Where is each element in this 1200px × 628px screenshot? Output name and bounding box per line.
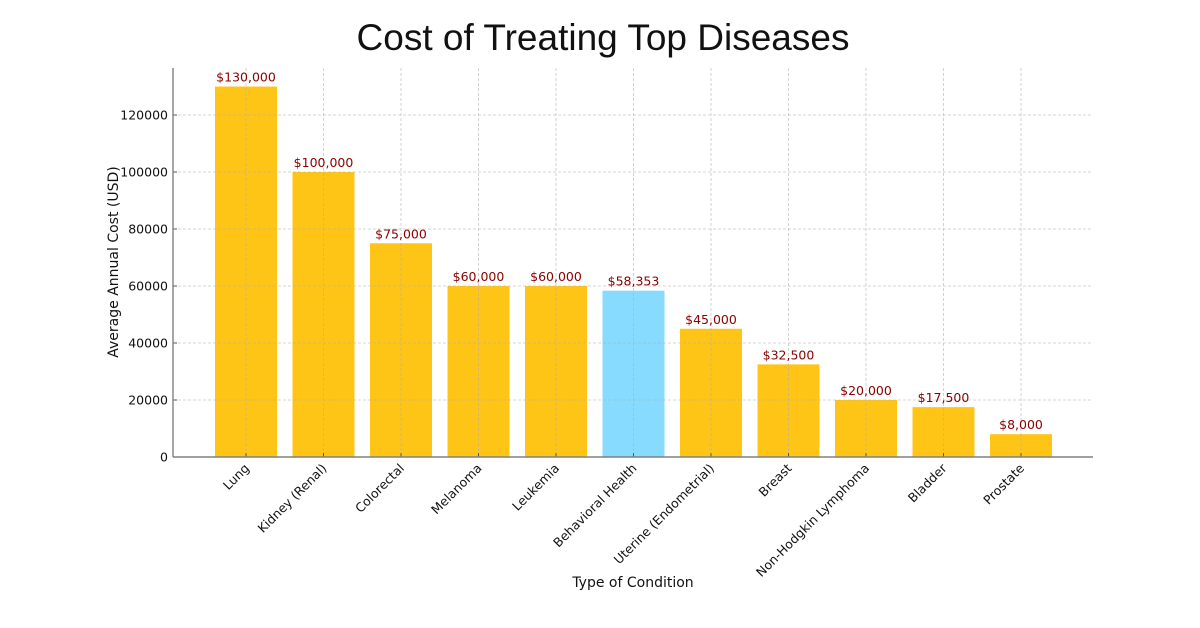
data-label: $58,353 <box>608 274 660 289</box>
x-tick-label: Lung <box>220 461 252 493</box>
y-tick-labels-layer: 0 20000 40000 60000 80000 100000 120000 <box>120 108 168 465</box>
bar-leukemia <box>525 286 587 457</box>
data-label: $60,000 <box>453 269 505 284</box>
x-tick-label: Bladder <box>905 460 950 505</box>
x-axis-label: Type of Condition <box>571 575 693 591</box>
x-tick-labels-layer: Lung Kidney (Renal) Colorectal Melanoma Leuk… <box>220 460 1027 580</box>
data-label: $8,000 <box>999 417 1043 432</box>
x-tick-label: Colorectal <box>352 461 407 516</box>
x-tick-label: Leukemia <box>509 461 562 514</box>
bar-uterine-endometrial <box>680 328 742 457</box>
data-labels-layer: $130,000 $100,000 $75,000 $60,000 $60,000 $58… <box>216 70 1043 433</box>
chart-title: Cost of Treating Top Diseases <box>357 17 850 58</box>
x-tick-label: Behavioral Health <box>550 461 640 551</box>
bar-lung <box>215 86 277 458</box>
y-tick-label: 60000 <box>128 279 168 294</box>
y-tick-label: 40000 <box>128 336 168 351</box>
y-tick-label: 100000 <box>120 165 168 180</box>
x-tick-label: Kidney (Renal) <box>255 461 330 536</box>
grid-layer <box>173 68 1093 457</box>
x-tick-label: Prostate <box>980 460 1027 507</box>
y-tick-label: 0 <box>160 450 168 465</box>
data-label: $130,000 <box>216 70 276 85</box>
y-tick-label: 120000 <box>120 108 168 123</box>
x-tick-label: Melanoma <box>428 461 485 518</box>
data-label: $75,000 <box>375 226 427 241</box>
y-tick-label: 20000 <box>128 393 168 408</box>
x-tick-label: Breast <box>756 460 795 499</box>
y-axis-label: Average Annual Cost (USD) <box>106 166 122 357</box>
data-label: $60,000 <box>530 269 582 284</box>
bar-melanoma <box>447 286 510 457</box>
data-label: $17,500 <box>918 390 970 405</box>
data-label: $45,000 <box>685 312 737 327</box>
axes-layer <box>172 68 1093 458</box>
y-tick-label: 80000 <box>128 222 168 237</box>
data-label: $32,500 <box>763 347 815 362</box>
data-label: $100,000 <box>294 155 354 170</box>
data-label: $20,000 <box>840 383 892 398</box>
